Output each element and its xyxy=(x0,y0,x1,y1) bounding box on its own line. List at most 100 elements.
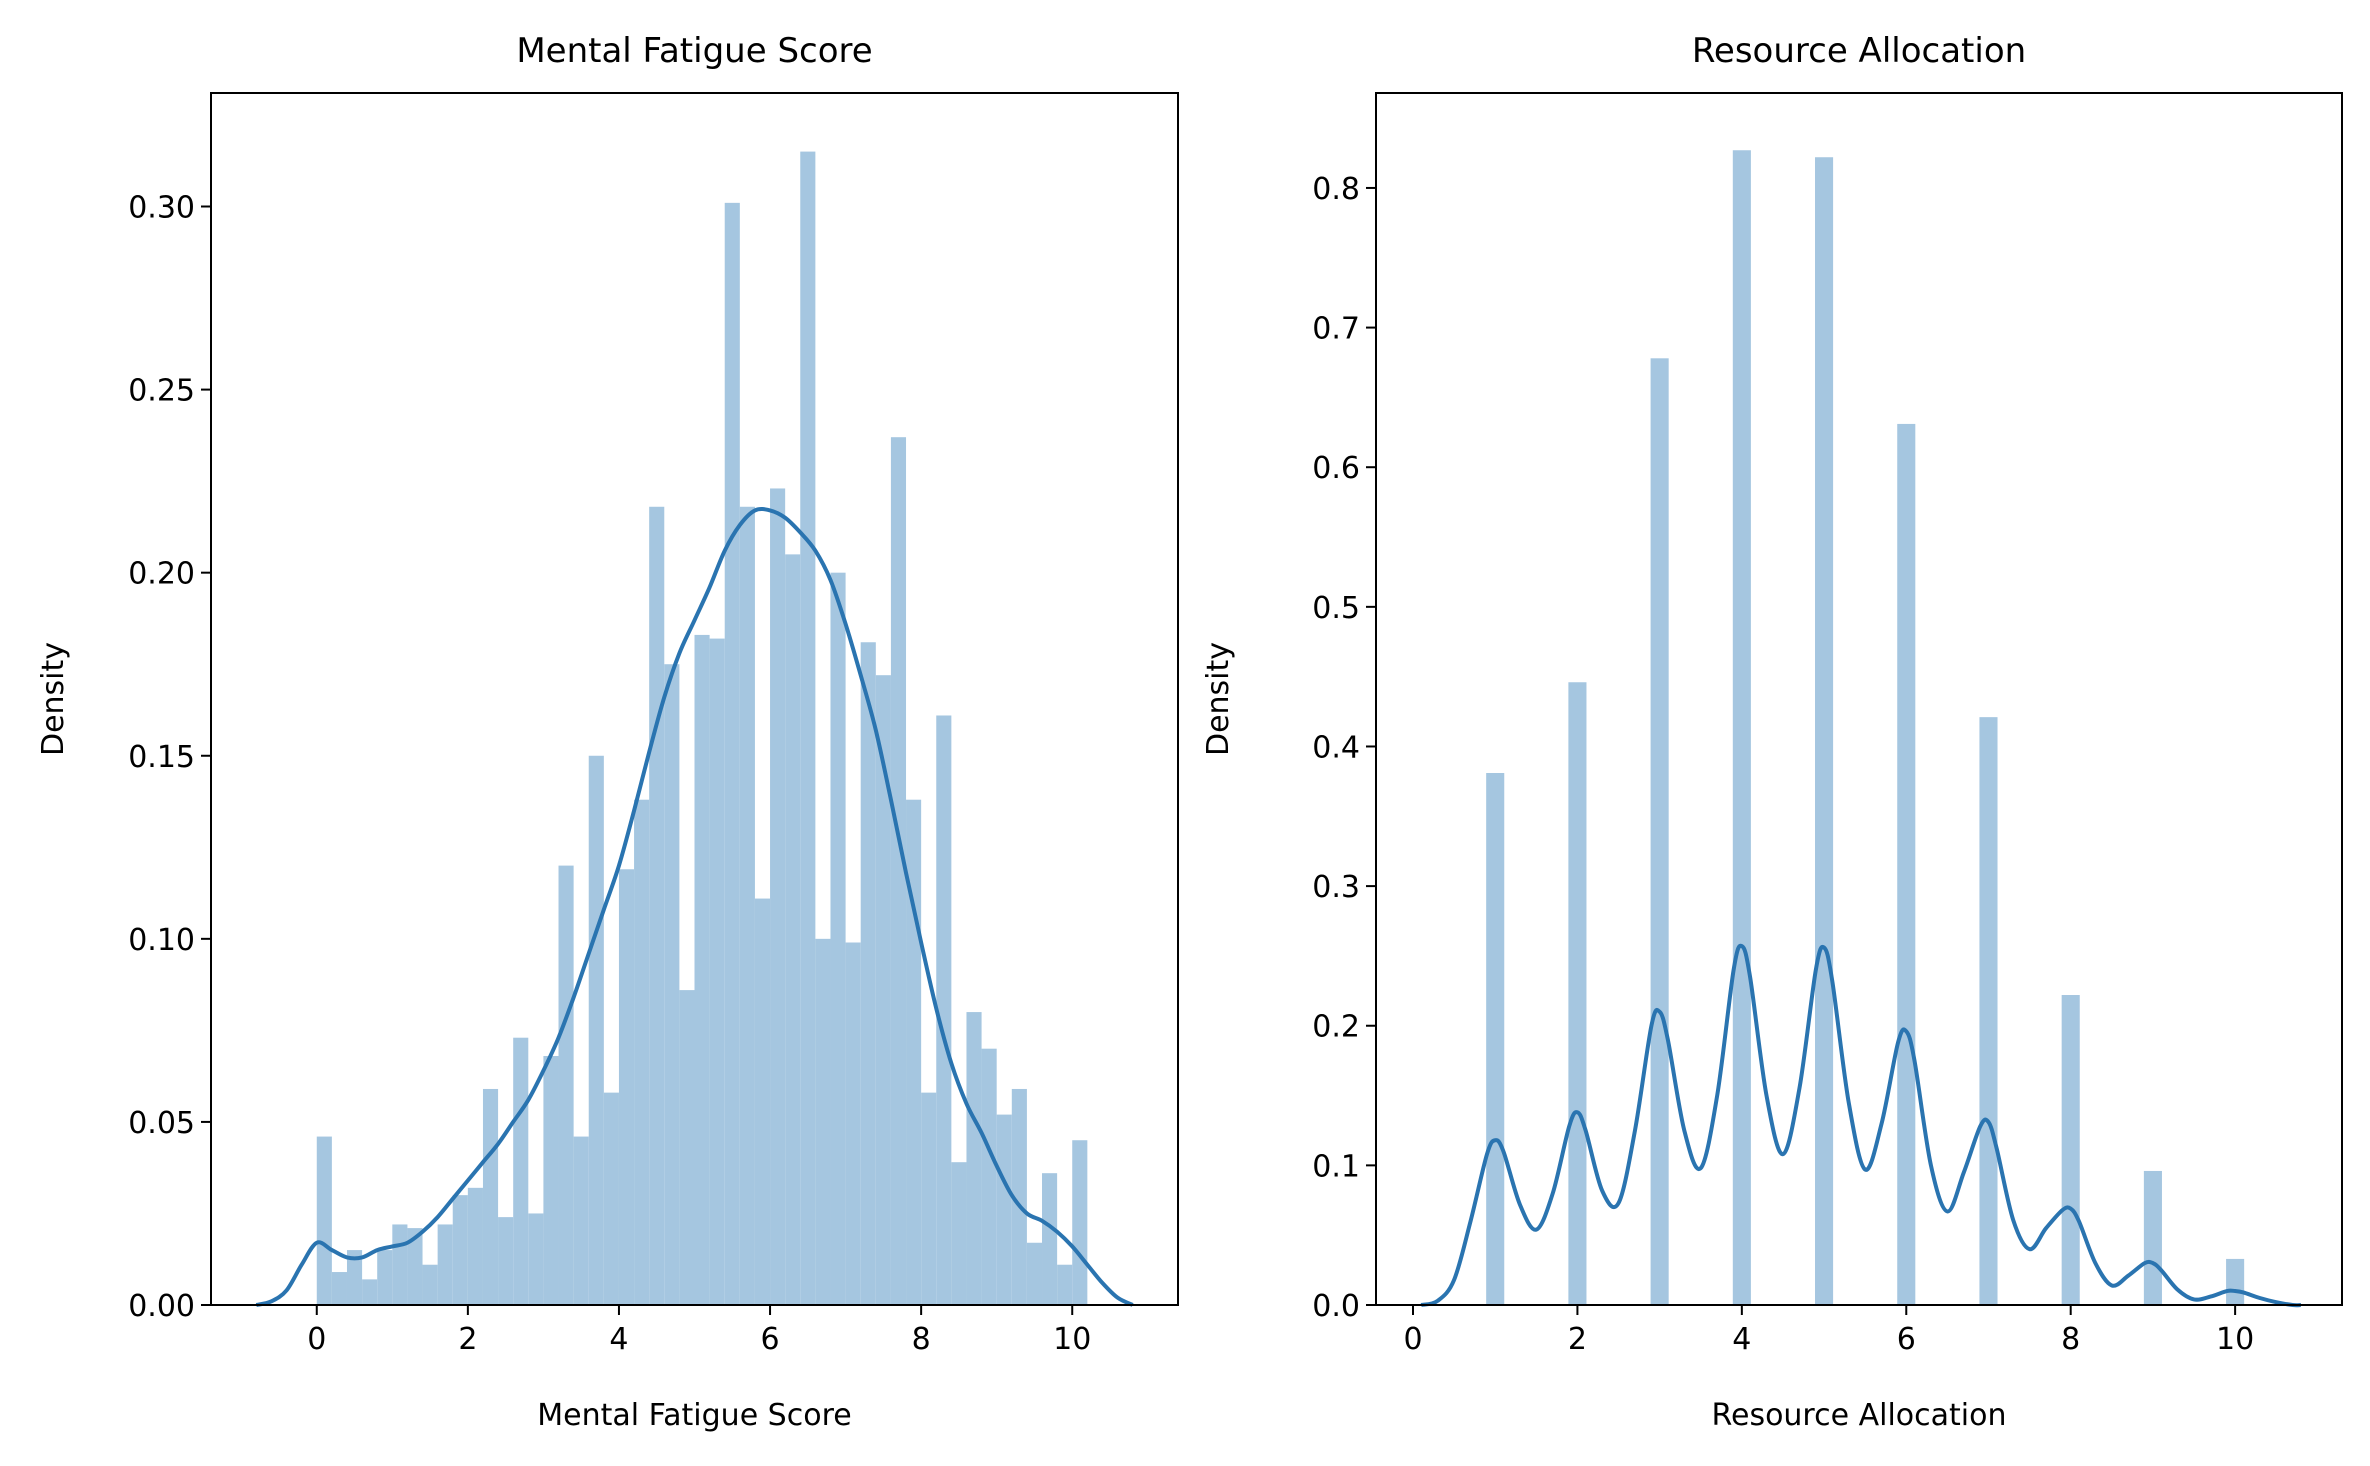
histogram-bar xyxy=(452,1195,468,1305)
y-tick-label: 0.4 xyxy=(1312,730,1360,765)
chart-title: Mental Fatigue Score xyxy=(516,31,872,71)
y-tick-label: 0.1 xyxy=(1312,1149,1360,1184)
histogram-bar xyxy=(1072,1140,1088,1305)
histogram-bar xyxy=(770,488,786,1306)
histogram-bar xyxy=(543,1056,559,1305)
y-tick-label: 0.2 xyxy=(1312,1010,1360,1045)
histogram-bar xyxy=(558,865,574,1305)
y-axis-label: Density xyxy=(1201,642,1236,756)
y-tick-label: 0.05 xyxy=(128,1106,195,1141)
x-tick-label: 8 xyxy=(2061,1322,2080,1357)
x-tick-label: 4 xyxy=(609,1322,628,1357)
histogram-bars xyxy=(1486,150,2245,1306)
histogram-bar xyxy=(422,1264,438,1305)
x-tick-label: 4 xyxy=(1732,1322,1751,1357)
histogram-bar xyxy=(407,1228,423,1305)
histogram-bar xyxy=(921,1092,937,1305)
histogram-bar xyxy=(1486,773,1505,1305)
histogram-bar xyxy=(694,634,710,1305)
histogram-bar xyxy=(966,1012,982,1305)
y-tick-label: 0.15 xyxy=(128,740,195,775)
histogram-bar xyxy=(1568,682,1587,1305)
histogram-bar xyxy=(377,1250,393,1305)
histogram-bar xyxy=(981,1048,997,1305)
histogram-bar xyxy=(2226,1258,2245,1305)
histogram-bar xyxy=(1042,1173,1058,1305)
chart-resource-allocation: 0 2 4 6 8 10 0.0 0.1 0.2 0.3 0.4 0.5 0.6 0.7 0.8 Reso… xyxy=(1201,31,2343,1433)
histogram-bar xyxy=(1732,150,1751,1306)
histogram-bar xyxy=(1815,157,1834,1305)
x-axis-ticks: 0 2 4 6 8 10 xyxy=(1403,1305,2254,1357)
histogram-bar xyxy=(573,1136,589,1305)
histogram-bar xyxy=(664,664,680,1305)
x-tick-label: 2 xyxy=(1568,1322,1587,1357)
histogram-bar xyxy=(1897,423,1916,1305)
histogram-bar xyxy=(346,1250,363,1305)
plot-frame xyxy=(1375,92,2343,1306)
histogram-bar xyxy=(588,755,604,1305)
histogram-bar xyxy=(649,506,665,1305)
histogram-bar xyxy=(815,938,831,1305)
x-tick-label: 2 xyxy=(458,1322,477,1357)
y-tick-label: 0.30 xyxy=(128,191,195,226)
histogram-bar xyxy=(482,1088,499,1305)
histogram-bar xyxy=(1026,1242,1043,1305)
y-tick-label: 0.20 xyxy=(128,557,195,592)
histogram-bar xyxy=(724,202,740,1306)
histogram-bar xyxy=(1650,358,1669,1305)
histogram-bar xyxy=(875,675,891,1305)
x-tick-label: 0 xyxy=(1403,1322,1422,1357)
kde-curve xyxy=(1420,943,2301,1308)
histogram-bar xyxy=(1011,1088,1027,1305)
y-axis-ticks: 0.0 0.1 0.2 0.3 0.4 0.5 0.6 0.7 0.8 xyxy=(1312,172,1376,1324)
histogram-bar xyxy=(709,638,725,1305)
histogram-bar xyxy=(1057,1264,1073,1305)
histogram-bar xyxy=(392,1224,408,1305)
histogram-bar xyxy=(634,799,650,1305)
x-tick-label: 10 xyxy=(1053,1322,1091,1357)
histogram-bar xyxy=(2143,1170,2162,1305)
histogram-bar xyxy=(618,869,635,1305)
histogram-bar xyxy=(437,1224,453,1305)
histogram-bar xyxy=(603,1092,619,1305)
histogram-bar xyxy=(754,898,771,1305)
x-tick-label: 6 xyxy=(1897,1322,1916,1357)
x-axis-ticks: 0 2 4 6 8 10 xyxy=(307,1305,1091,1357)
y-tick-label: 0.00 xyxy=(128,1289,195,1324)
histogram-bar xyxy=(316,1136,332,1305)
histogram-bar xyxy=(513,1037,529,1305)
chart-mental-fatigue: 0 2 4 6 8 10 0.00 0.05 0.10 0.15 0.20 0.25 0.30 Men… xyxy=(36,31,1179,1433)
x-tick-label: 10 xyxy=(2216,1322,2254,1357)
plot-frame xyxy=(210,92,1179,1306)
histogram-bar xyxy=(890,437,907,1305)
histogram-bar xyxy=(528,1213,544,1305)
x-axis-label: Resource Allocation xyxy=(1711,1398,2006,1433)
histogram-bars xyxy=(316,151,1088,1306)
histogram-bar xyxy=(739,506,755,1305)
histogram-bar xyxy=(860,642,876,1305)
y-axis-ticks: 0.00 0.05 0.10 0.15 0.20 0.25 0.30 xyxy=(128,191,211,1324)
histogram-bar xyxy=(2061,995,2080,1305)
kde-curve xyxy=(255,507,1134,1307)
histogram-bar xyxy=(785,554,801,1305)
x-tick-label: 6 xyxy=(761,1322,780,1357)
y-tick-label: 0.3 xyxy=(1312,870,1360,905)
histogram-bar xyxy=(1979,717,1998,1305)
y-tick-label: 0.10 xyxy=(128,923,195,958)
chart-title: Resource Allocation xyxy=(1692,31,2026,71)
x-tick-label: 0 xyxy=(307,1322,326,1357)
y-tick-label: 0.8 xyxy=(1312,172,1360,207)
y-axis-label: Density xyxy=(36,642,71,756)
y-tick-label: 0.7 xyxy=(1312,312,1360,347)
histogram-bar xyxy=(331,1272,347,1305)
y-tick-label: 0.0 xyxy=(1312,1289,1360,1324)
histogram-bar xyxy=(467,1187,483,1305)
histogram-bar xyxy=(498,1217,514,1305)
histogram-bar xyxy=(679,990,695,1305)
y-tick-label: 0.25 xyxy=(128,374,195,409)
histogram-bar xyxy=(362,1279,378,1305)
y-tick-label: 0.6 xyxy=(1312,451,1360,486)
histogram-bar xyxy=(996,1114,1012,1305)
x-axis-label: Mental Fatigue Score xyxy=(537,1398,851,1433)
